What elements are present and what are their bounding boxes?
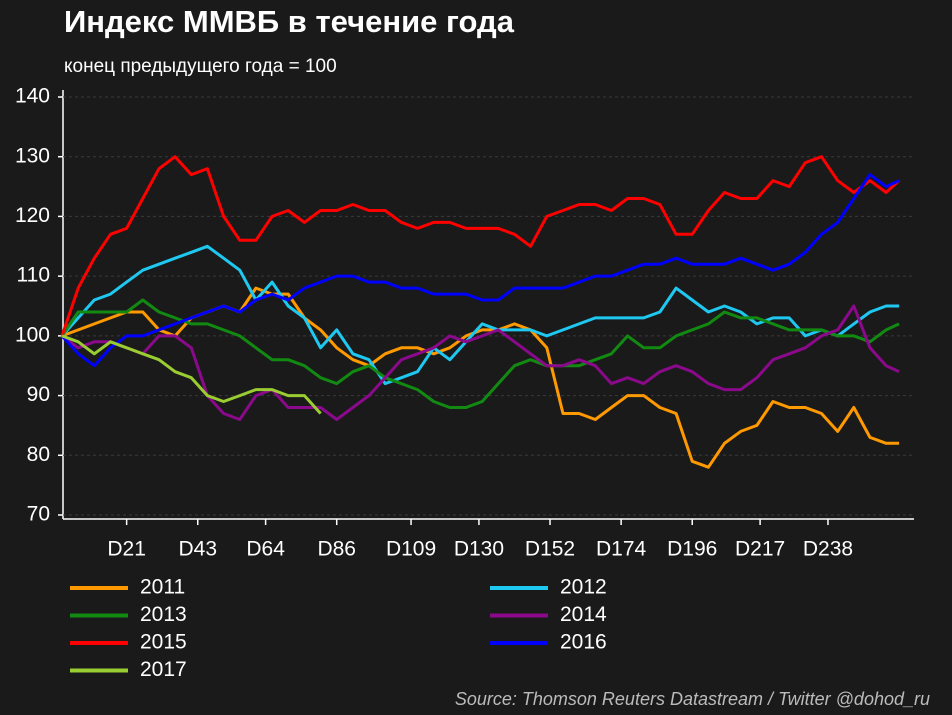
y-tick-label: 80 [27,443,50,466]
legend-label: 2014 [560,603,607,626]
chart-subtitle: конец предыдущего года = 100 [64,56,337,77]
x-tick-label: D238 [803,538,853,561]
series-line [61,334,322,415]
x-tick-label: D109 [386,538,436,561]
x-tick-label: D86 [317,538,356,561]
x-tick-label: D217 [735,538,785,561]
x-tick-label: D21 [107,538,146,561]
legend-label: 2017 [140,658,187,681]
legend-label: 2011 [140,576,185,599]
x-tick-label: D196 [667,538,717,561]
series-line [61,304,900,421]
x-tick-label: D174 [596,538,647,561]
y-tick-label: 110 [17,264,50,287]
chart-title: Индекс ММВБ в течение года [64,4,515,39]
x-tick-label: D130 [454,538,504,561]
x-tick-label: D43 [178,538,217,561]
y-tick-label: 140 [15,85,50,108]
legend-label: 2012 [560,576,607,599]
series-line [60,155,901,337]
legend-label: 2013 [140,603,187,626]
series-line [60,244,900,386]
y-tick-label: 100 [15,323,50,346]
series-line [60,298,900,409]
y-tick-label: 90 [27,383,50,406]
y-tick-label: 130 [15,144,50,167]
legend-label: 2016 [560,631,607,654]
y-tick-label: 120 [15,204,50,227]
source-note: Source: Thomson Reuters Datastream / Twi… [455,689,930,709]
series-line [60,173,900,368]
legend-label: 2015 [140,631,187,654]
x-tick-label: D152 [525,538,575,561]
y-tick-label: 70 [27,503,50,526]
x-tick-label: D64 [246,538,285,561]
